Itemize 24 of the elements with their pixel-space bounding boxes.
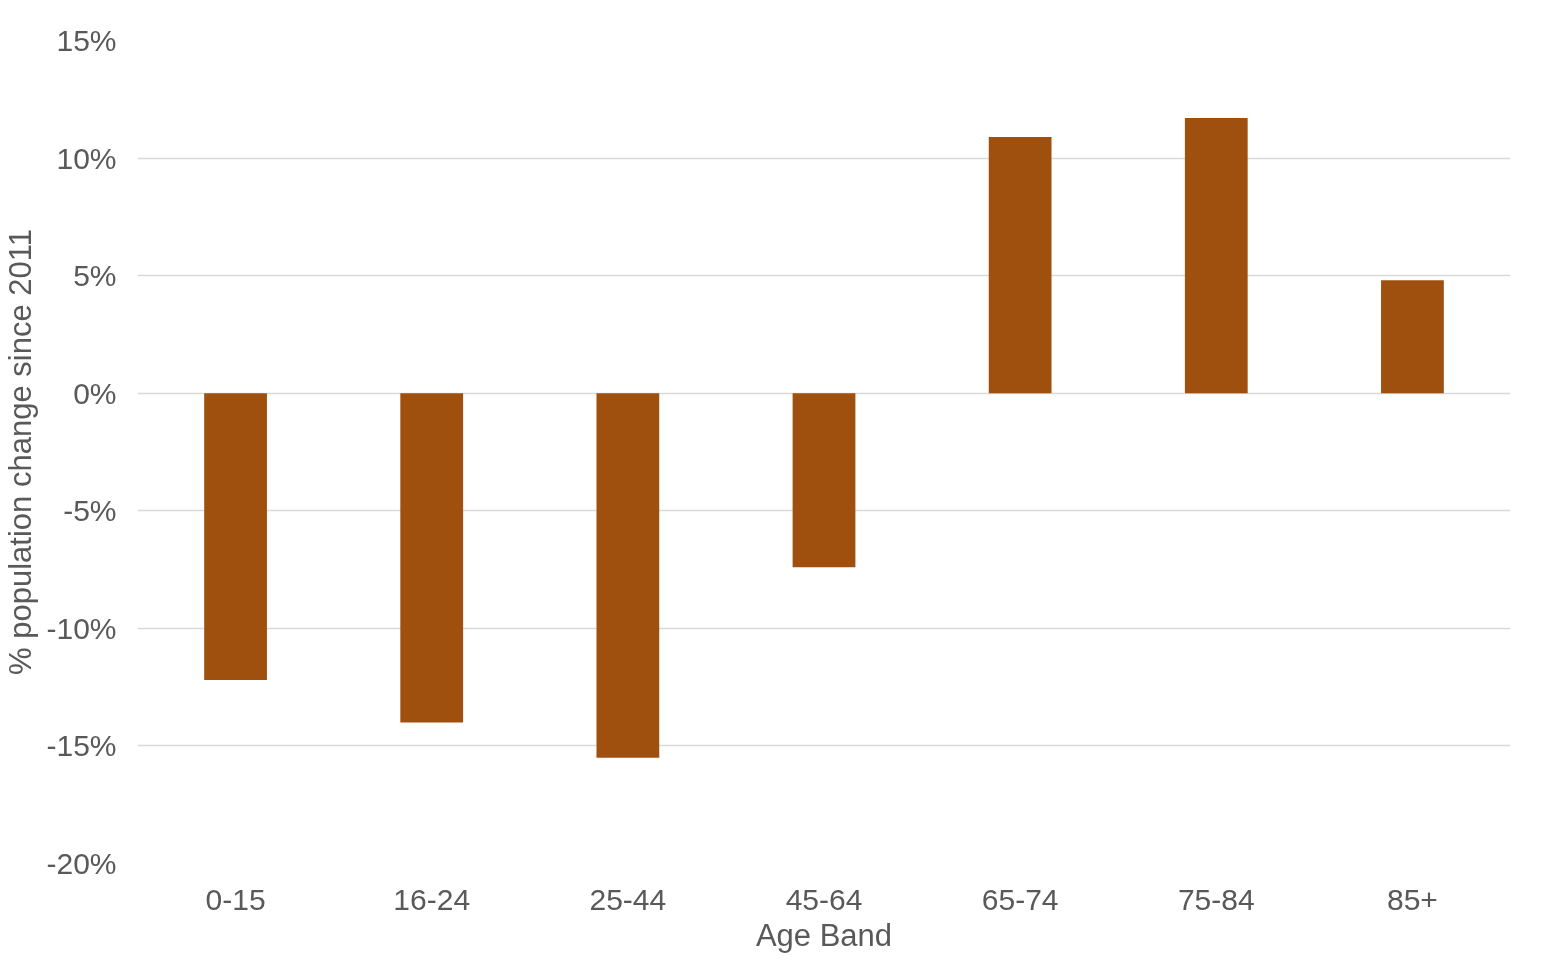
y-tick-label: -15%	[46, 729, 117, 763]
y-tick-label: -20%	[46, 847, 117, 880]
bar	[204, 393, 267, 681]
bar	[792, 393, 856, 568]
y-axis-title: % population change since 2011	[3, 229, 39, 675]
bar	[1184, 118, 1248, 394]
y-tick-label: -10%	[46, 611, 117, 645]
x-axis-title: Age Band	[755, 917, 893, 953]
y-tick-label: -5%	[63, 494, 117, 528]
y-tick-label: 15%	[56, 24, 117, 57]
bar	[988, 136, 1052, 394]
x-tick-label: 85+	[1386, 882, 1438, 916]
x-tick-label: 25-44	[589, 882, 667, 916]
y-tick-label: 10%	[56, 141, 117, 175]
x-tick-label: 16-24	[393, 882, 471, 916]
x-tick-label: 75-84	[1177, 882, 1255, 916]
bar	[596, 393, 660, 758]
x-tick-label: 0-15	[205, 882, 266, 916]
y-tick-label: 0%	[73, 376, 117, 410]
bar	[400, 393, 464, 723]
bar	[1381, 280, 1444, 394]
y-tick-label: 5%	[73, 259, 117, 293]
x-tick-label: 45-64	[785, 882, 863, 916]
x-tick-label: 65-74	[981, 882, 1059, 916]
